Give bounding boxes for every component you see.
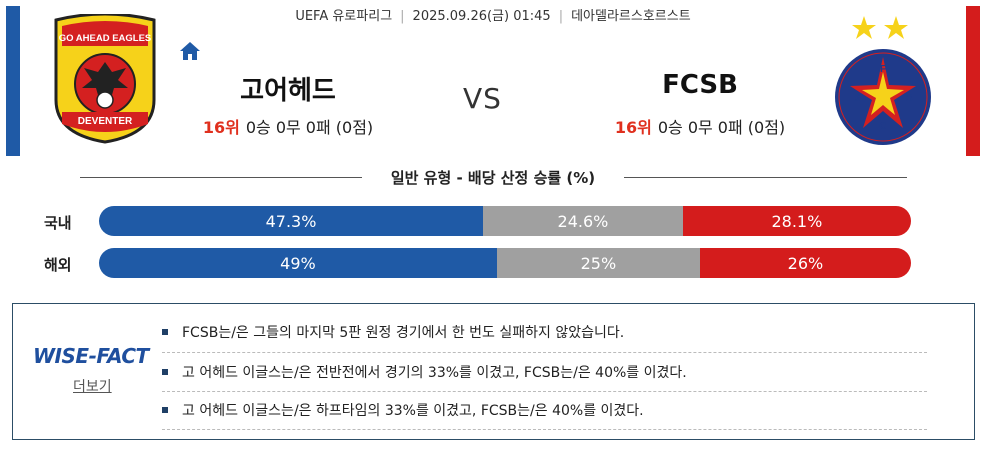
star-icon <box>884 16 908 39</box>
fact-item: FCSB는/은 그들의 마지막 5판 원정 경기에서 한 번도 실패하지 않았습… <box>162 313 927 351</box>
fact-item: 고 어헤드 이글스는/은 전반전에서 경기의 33%를 이겼고, FCSB는/은… <box>162 353 927 391</box>
wise-fact-panel: WISE-FACT 더보기 <box>12 303 975 440</box>
home-logo-top-text: GO AHEAD EAGLES <box>59 33 152 44</box>
match-datetime: 2025.09.26(금) 01:45 <box>412 9 551 24</box>
fact-divider <box>162 352 927 353</box>
home-icon[interactable] <box>178 40 202 62</box>
star-icon <box>852 16 876 39</box>
home-win-segment: 47.3% <box>99 206 484 236</box>
home-logo-bottom-text: DEVENTER <box>78 116 133 127</box>
bullet-icon <box>162 369 168 375</box>
draw-segment: 25% <box>496 248 700 278</box>
away-side-bar <box>966 6 980 156</box>
more-link[interactable]: 더보기 <box>73 379 112 395</box>
away-team-logo[interactable]: F C S B <box>826 14 940 146</box>
section-divider <box>80 177 362 178</box>
away-team-rank: 16위 <box>614 118 652 137</box>
match-info-line: UEFA 유로파리그 | 2025.09.26(금) 01:45 | 데아델라르스호르스… <box>295 9 691 24</box>
away-team-name[interactable]: FCSB <box>662 70 738 100</box>
away-logo-letter-b: B <box>905 93 912 104</box>
away-logo-letter-c: C <box>879 121 886 132</box>
league-name[interactable]: UEFA 유로파리그 <box>295 9 393 24</box>
fact-text: 고 어헤드 이글스는/은 전반전에서 경기의 33%를 이겼고, FCSB는/은… <box>182 365 687 381</box>
wise-fact-logo: WISE-FACT <box>33 344 149 368</box>
draw-segment: 24.6% <box>483 206 683 236</box>
odds-row-label-overseas: 해외 <box>44 256 72 274</box>
home-team-wdl: 0승 0무 0패 (0점) <box>245 118 374 137</box>
fact-text: FCSB는/은 그들의 마지막 5판 원정 경기에서 한 번도 실패하지 않았습… <box>182 325 625 341</box>
fact-divider <box>162 429 927 430</box>
odds-row-label-domestic: 국내 <box>44 214 72 232</box>
fact-divider <box>162 391 927 392</box>
fact-text: 고 어헤드 이글스는/은 하프타임의 33%를 이겼고, FCSB는/은 40%… <box>182 403 644 419</box>
section-divider <box>624 177 907 178</box>
away-team-wdl: 0승 0무 0패 (0점) <box>657 118 786 137</box>
odds-bar-overseas: 49% 25% 26% <box>99 248 911 278</box>
odds-section-title: 일반 유형 - 배당 산정 승률 (%) <box>390 169 596 187</box>
away-team-record: 16위 0승 0무 0패 (0점) <box>580 114 820 138</box>
vs-label: VS <box>463 82 502 115</box>
home-team-record: 16위 0승 0무 0패 (0점) <box>168 114 408 138</box>
away-logo-letter-f: F <box>880 64 886 75</box>
bullet-icon <box>162 329 168 335</box>
home-win-segment: 49% <box>99 248 497 278</box>
odds-bar-domestic: 47.3% 24.6% 28.1% <box>99 206 911 236</box>
away-win-segment: 28.1% <box>682 206 911 236</box>
away-win-segment: 26% <box>699 248 911 278</box>
fact-item: 고 어헤드 이글스는/은 하프타임의 33%를 이겼고, FCSB는/은 40%… <box>162 391 927 429</box>
home-side-bar <box>6 6 20 156</box>
home-team-name[interactable]: 고어헤드 <box>240 76 336 106</box>
stadium-name: 데아델라르스호르스트 <box>571 9 691 24</box>
home-team-logo[interactable]: GO AHEAD EAGLES DEVENTER <box>48 12 162 144</box>
home-team-rank: 16위 <box>202 118 240 137</box>
away-logo-letter-s: S <box>854 93 861 104</box>
bullet-icon <box>162 407 168 413</box>
